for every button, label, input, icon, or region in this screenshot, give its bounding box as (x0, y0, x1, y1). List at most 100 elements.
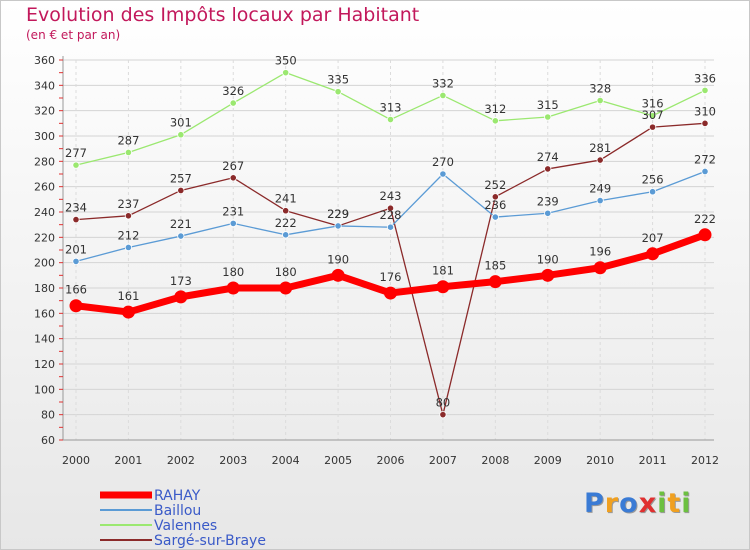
x-tick-label: 2009 (534, 454, 562, 467)
data-label: 196 (589, 245, 611, 259)
data-label: 180 (275, 265, 297, 279)
data-label: 190 (537, 252, 559, 266)
data-point (72, 257, 80, 265)
data-point (282, 231, 290, 239)
data-point (72, 161, 80, 169)
logo-letter: o (619, 488, 639, 519)
data-point (334, 88, 342, 96)
data-point (331, 268, 345, 282)
y-tick-label: 340 (34, 79, 55, 92)
y-tick-label: 160 (34, 307, 55, 320)
data-label: 313 (380, 101, 402, 115)
data-point (124, 243, 133, 252)
grid (63, 59, 714, 441)
y-tick-label: 220 (34, 231, 55, 244)
data-label: 173 (170, 274, 192, 288)
x-tick-label: 2005 (324, 454, 352, 467)
data-point (226, 281, 240, 295)
data-label: 222 (694, 212, 716, 226)
data-point (491, 193, 499, 201)
data-point (436, 280, 450, 294)
y-tick-label: 120 (34, 358, 55, 371)
data-label: 272 (694, 152, 716, 166)
logo-letter: t (667, 488, 682, 519)
data-label: 336 (694, 71, 716, 85)
data-point (648, 123, 657, 131)
data-label: 207 (642, 231, 664, 245)
data-label: 328 (589, 82, 611, 96)
data-label: 274 (537, 150, 559, 164)
data-label: 243 (380, 189, 402, 203)
data-label: 190 (327, 252, 349, 266)
data-point (177, 186, 185, 195)
data-label: 332 (432, 76, 454, 90)
x-tick-label: 2008 (481, 454, 509, 467)
data-point (229, 219, 237, 227)
x-tick-label: 2012 (691, 454, 719, 467)
y-tick-label: 300 (34, 130, 55, 143)
chart-title: Evolution des Impôts locaux par Habitant (26, 4, 420, 26)
data-point (279, 281, 293, 295)
data-label: 236 (484, 198, 506, 212)
data-point (544, 165, 552, 173)
data-label: 201 (65, 242, 87, 256)
x-tick-label: 2001 (114, 454, 142, 467)
data-point (121, 305, 135, 319)
data-label: 287 (117, 133, 139, 147)
data-label: 234 (65, 201, 87, 215)
x-tick-label: 2006 (377, 454, 405, 467)
data-label: 256 (642, 173, 664, 187)
y-tick-label: 80 (41, 409, 55, 422)
data-label: 166 (65, 283, 87, 297)
data-label: 307 (642, 108, 664, 122)
data-point (491, 117, 499, 125)
data-label: 221 (170, 217, 192, 231)
data-point (124, 148, 133, 157)
x-tick-label: 2011 (639, 454, 667, 467)
data-point (282, 207, 290, 215)
data-label: 277 (65, 146, 87, 160)
data-label: 270 (432, 155, 454, 169)
data-point (229, 99, 237, 107)
data-label: 180 (222, 265, 244, 279)
y-tick-label: 60 (41, 434, 55, 447)
logo-letter: i (681, 488, 692, 519)
data-label: 335 (327, 73, 349, 87)
logo-letter: P (584, 488, 605, 519)
data-point (544, 209, 552, 217)
data-point (229, 174, 237, 182)
data-label: 231 (222, 204, 244, 218)
data-point (72, 216, 80, 224)
data-point (488, 275, 502, 289)
data-label: 249 (589, 182, 611, 196)
x-tick-label: 2007 (429, 454, 457, 467)
data-point (701, 86, 709, 95)
data-label: 161 (117, 289, 139, 303)
data-label: 228 (380, 208, 402, 222)
data-labels: 166 161 173 180 180 190 176 181 185 190 196 207 222 2… (65, 54, 716, 410)
data-point (69, 299, 83, 313)
data-label: 222 (275, 216, 297, 230)
legend-label: Valennes (154, 518, 217, 534)
data-point (384, 286, 397, 300)
x-tick-label: 2010 (586, 454, 614, 467)
data-label: 252 (484, 178, 506, 192)
data-point (593, 261, 607, 275)
data-label: 212 (117, 228, 139, 242)
legend-label: Baillou (154, 503, 201, 519)
data-point (648, 188, 657, 196)
series (69, 69, 712, 419)
x-tick-label: 2003 (219, 454, 247, 467)
x-tick-label: 2002 (167, 454, 195, 467)
data-point (646, 247, 660, 261)
data-point (439, 91, 447, 100)
y-tick-label: 100 (34, 383, 55, 396)
x-tick-label: 2004 (272, 454, 300, 467)
data-point (701, 167, 709, 176)
data-point (648, 112, 657, 120)
data-label: 185 (484, 259, 506, 273)
data-point (596, 197, 604, 205)
data-point (541, 268, 555, 282)
